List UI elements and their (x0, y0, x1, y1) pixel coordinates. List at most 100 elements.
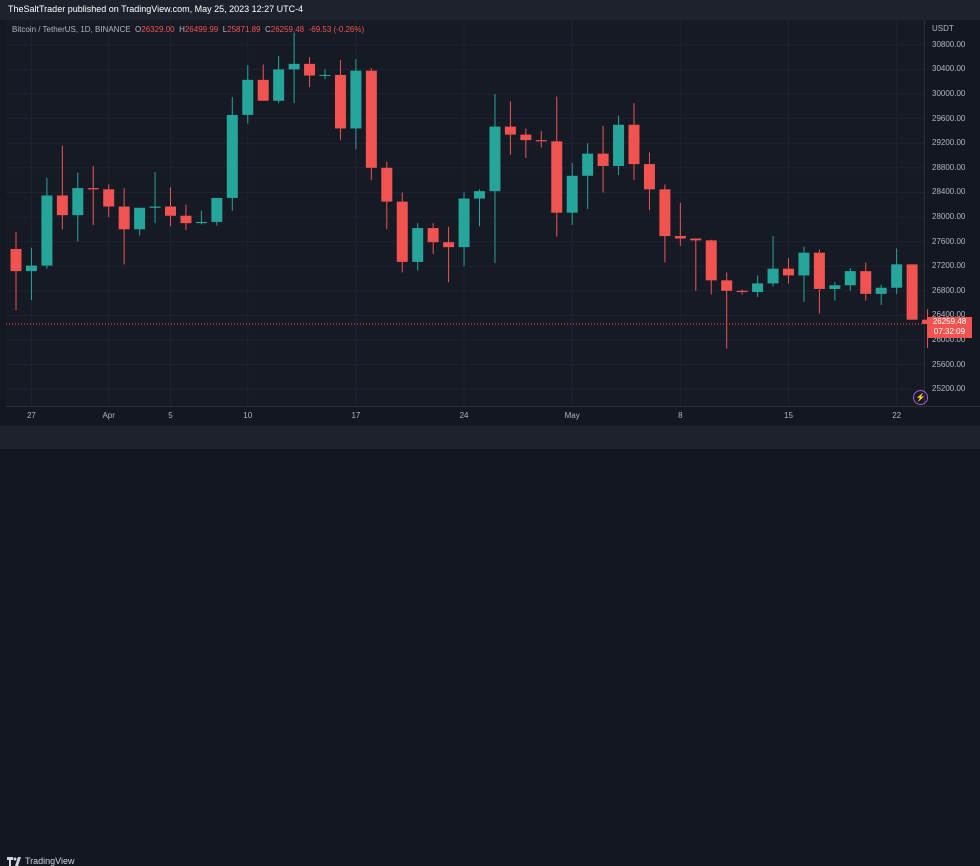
candle[interactable] (891, 248, 903, 294)
candle-body (118, 206, 130, 230)
candle-body (474, 191, 485, 199)
header-bar: TheSaltTrader published on TradingView.c… (0, 0, 980, 20)
candle-body (844, 271, 856, 286)
x-tick-label: 8 (678, 411, 683, 420)
candle[interactable] (226, 97, 238, 211)
x-tick-label: 17 (351, 411, 361, 420)
candle[interactable] (582, 143, 594, 210)
candle[interactable] (10, 231, 22, 310)
candle[interactable] (767, 236, 779, 287)
candle-body (829, 285, 841, 289)
candle[interactable] (288, 32, 300, 104)
candle[interactable] (273, 55, 285, 104)
candle[interactable] (396, 192, 408, 273)
candle[interactable] (705, 239, 717, 295)
candle-body (87, 188, 99, 190)
candle[interactable] (334, 60, 346, 141)
candle[interactable] (551, 96, 563, 237)
candle[interactable] (41, 177, 53, 269)
candle-body (211, 197, 223, 222)
candle[interactable] (458, 192, 470, 267)
candle-body (783, 268, 794, 276)
tradingview-logo[interactable]: TradingView (7, 856, 75, 866)
candle-body (628, 124, 640, 165)
candle[interactable] (165, 187, 176, 227)
candle[interactable] (860, 262, 872, 301)
candle[interactable] (674, 202, 686, 246)
time-axis[interactable] (6, 406, 980, 427)
candle[interactable] (195, 210, 207, 225)
candle[interactable] (906, 264, 918, 320)
y-tick-label: 29200.00 (932, 138, 966, 148)
candle[interactable] (504, 101, 516, 155)
candle[interactable] (149, 172, 161, 224)
candle[interactable] (721, 272, 733, 349)
candle-body (613, 124, 625, 166)
x-tick-label: May (564, 411, 580, 420)
candle[interactable] (381, 161, 393, 230)
candle[interactable] (613, 115, 625, 176)
candle[interactable] (690, 238, 702, 291)
candle[interactable] (72, 172, 84, 242)
candle[interactable] (134, 207, 146, 236)
candle[interactable] (56, 145, 68, 230)
candle-body (674, 236, 686, 239)
candle[interactable] (211, 197, 223, 226)
candle[interactable] (659, 184, 671, 263)
high-label: H (179, 25, 185, 34)
candle[interactable] (412, 223, 424, 271)
y-tick-label: 28800.00 (932, 162, 966, 172)
candle-body (25, 265, 37, 272)
candle[interactable] (783, 258, 794, 284)
candle[interactable] (118, 188, 130, 265)
candle[interactable] (180, 204, 192, 230)
currency-label: USDT (932, 24, 954, 33)
candle-body (334, 74, 346, 129)
candle[interactable] (566, 162, 578, 225)
y-tick-label: 30800.00 (932, 39, 966, 49)
candle[interactable] (643, 152, 655, 211)
lightning-bolt-icon[interactable]: ⚡ (913, 390, 928, 405)
candle[interactable] (443, 226, 455, 283)
candle[interactable] (752, 275, 764, 297)
candle-body (643, 164, 655, 190)
candle[interactable] (829, 282, 841, 301)
candle[interactable] (813, 249, 825, 314)
y-tick-label: 27200.00 (932, 261, 966, 271)
y-tick-label: 26000.00 (932, 335, 966, 344)
candle[interactable] (628, 103, 640, 181)
candle[interactable] (520, 128, 532, 158)
price-axis[interactable] (924, 20, 980, 406)
candle[interactable] (319, 69, 331, 80)
candle-body (798, 252, 810, 276)
candle-body (242, 79, 254, 115)
candle[interactable] (875, 284, 887, 305)
candle[interactable] (736, 289, 748, 295)
candle[interactable] (257, 64, 269, 101)
y-tick-label: 26800.00 (932, 285, 966, 295)
symbol-title: Bitcoin / TetherUS, 1D, BINANCE (12, 25, 131, 34)
candle[interactable] (535, 130, 547, 148)
candle-body (752, 283, 764, 293)
candle[interactable] (87, 165, 99, 225)
candle[interactable] (350, 58, 362, 150)
candle[interactable] (427, 223, 439, 254)
candle[interactable] (597, 125, 609, 193)
candle[interactable] (25, 247, 37, 301)
candle[interactable] (365, 68, 377, 181)
candle-body (489, 126, 501, 192)
candle[interactable] (844, 268, 856, 291)
candle[interactable] (242, 65, 254, 124)
candle[interactable] (474, 189, 485, 227)
bar-countdown: 07:32:09 (933, 327, 966, 336)
candle-body (813, 252, 825, 289)
candle[interactable] (304, 57, 316, 88)
open-value: 26329.00 (141, 25, 175, 34)
candle-body (165, 206, 176, 216)
y-tick-label: 27600.00 (932, 236, 966, 246)
candle[interactable] (489, 94, 501, 264)
candle-body (504, 126, 516, 135)
candle[interactable] (103, 184, 115, 217)
candle[interactable] (798, 246, 810, 302)
